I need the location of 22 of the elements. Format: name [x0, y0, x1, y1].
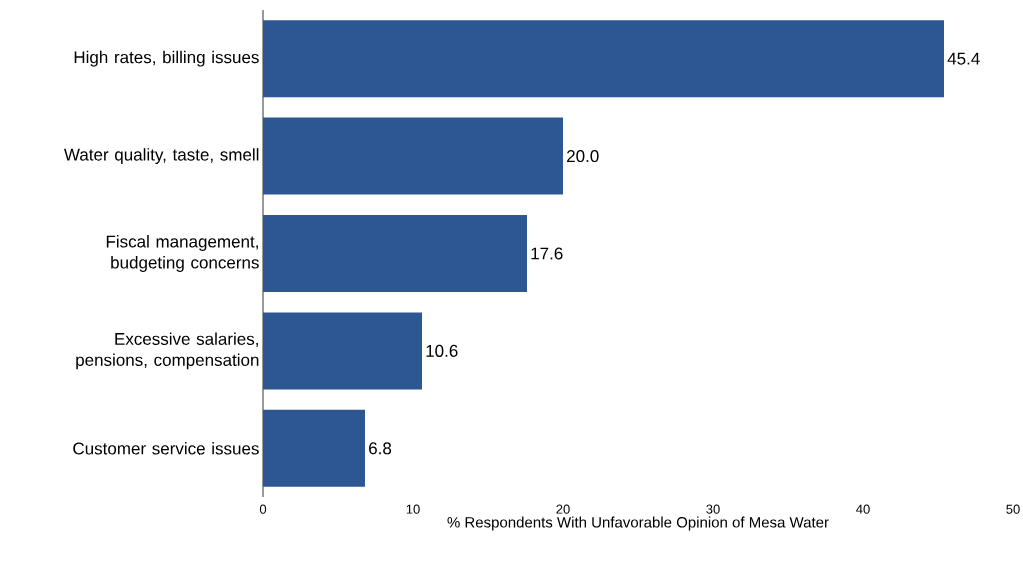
x-tick-label: 10: [406, 504, 420, 514]
y-tick-label: High rates, billing issues: [74, 50, 259, 67]
bar: [263, 214, 527, 292]
bar: [263, 20, 944, 98]
x-axis-title: % Respondents With Unfavorable Opinion of Mesa Water: [447, 516, 829, 531]
bar: [263, 117, 563, 195]
x-tick-label: 40: [856, 504, 870, 514]
y-tick-label: Fiscal management, budgeting concerns: [106, 235, 259, 272]
y-tick-label: Customer service issues: [73, 442, 259, 455]
x-tick-label: 20: [556, 504, 570, 514]
y-tick-label: Water quality, taste, smell: [64, 148, 259, 165]
x-tick-label: 0: [259, 504, 267, 514]
data-label: 45.4: [947, 52, 980, 65]
data-label: 6.8: [369, 442, 392, 455]
bar: [263, 312, 422, 390]
data-label: 17.6: [531, 247, 563, 260]
y-tick-label: Excessive salaries, pensions, compensation: [76, 332, 259, 370]
data-label: 20.0: [567, 150, 599, 163]
x-tick-label: 50: [1006, 504, 1020, 514]
data-label: 10.6: [426, 344, 458, 357]
bar: [263, 409, 365, 487]
x-tick-label: 30: [706, 504, 720, 514]
